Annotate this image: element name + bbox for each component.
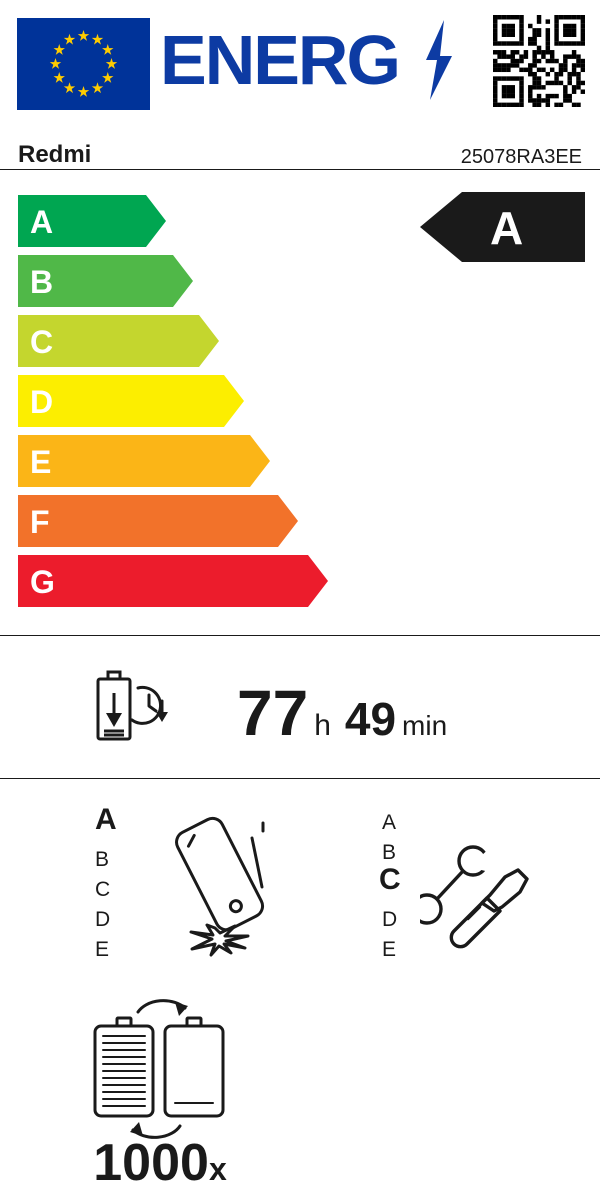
svg-text:A: A	[30, 204, 53, 240]
svg-text:B: B	[30, 264, 53, 300]
svg-text:F: F	[30, 504, 50, 540]
svg-text:A: A	[490, 202, 523, 254]
svg-text:G: G	[30, 564, 55, 600]
svg-text:C: C	[30, 324, 53, 360]
svg-text:E: E	[30, 444, 51, 480]
svg-text:D: D	[30, 384, 53, 420]
